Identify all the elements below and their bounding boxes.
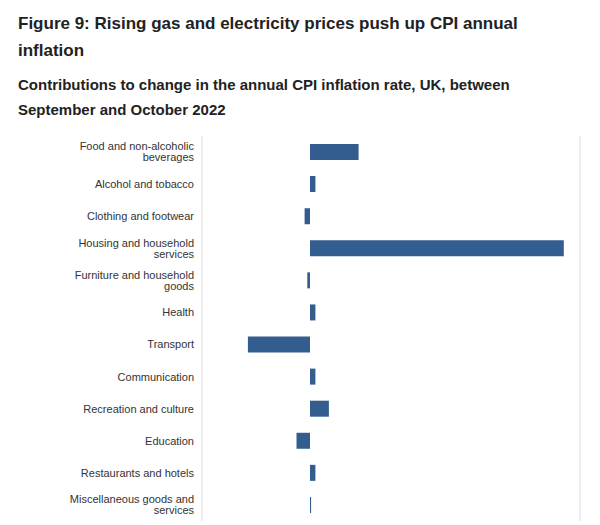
svg-text:Restaurants and hotels: Restaurants and hotels — [81, 467, 195, 479]
svg-text:Housing and householdservices: Housing and householdservices — [78, 237, 194, 260]
svg-text:Recreation and culture: Recreation and culture — [83, 403, 194, 415]
svg-text:Clothing and footwear: Clothing and footwear — [87, 210, 194, 222]
svg-text:Alcohol and tobacco: Alcohol and tobacco — [95, 178, 194, 190]
html-text:Contributions to change in the: Contributions to change in the annual CP… — [18, 76, 510, 118]
svg-text:Miscellaneous goods andservice: Miscellaneous goods andservices — [70, 493, 195, 516]
svg-text:Education: Education — [145, 435, 194, 447]
html-text:Figure 9: Rising gas and elect: Figure 9: Rising gas and electricity pri… — [18, 14, 518, 60]
svg-text:Communication: Communication — [118, 371, 194, 383]
svg-text:Food and non-alcoholicbeverage: Food and non-alcoholicbeverages — [80, 140, 195, 163]
svg-text:Transport: Transport — [147, 338, 194, 350]
svg-text:Health: Health — [162, 306, 194, 318]
svg-text:Furniture and householdgoods: Furniture and householdgoods — [75, 269, 195, 292]
